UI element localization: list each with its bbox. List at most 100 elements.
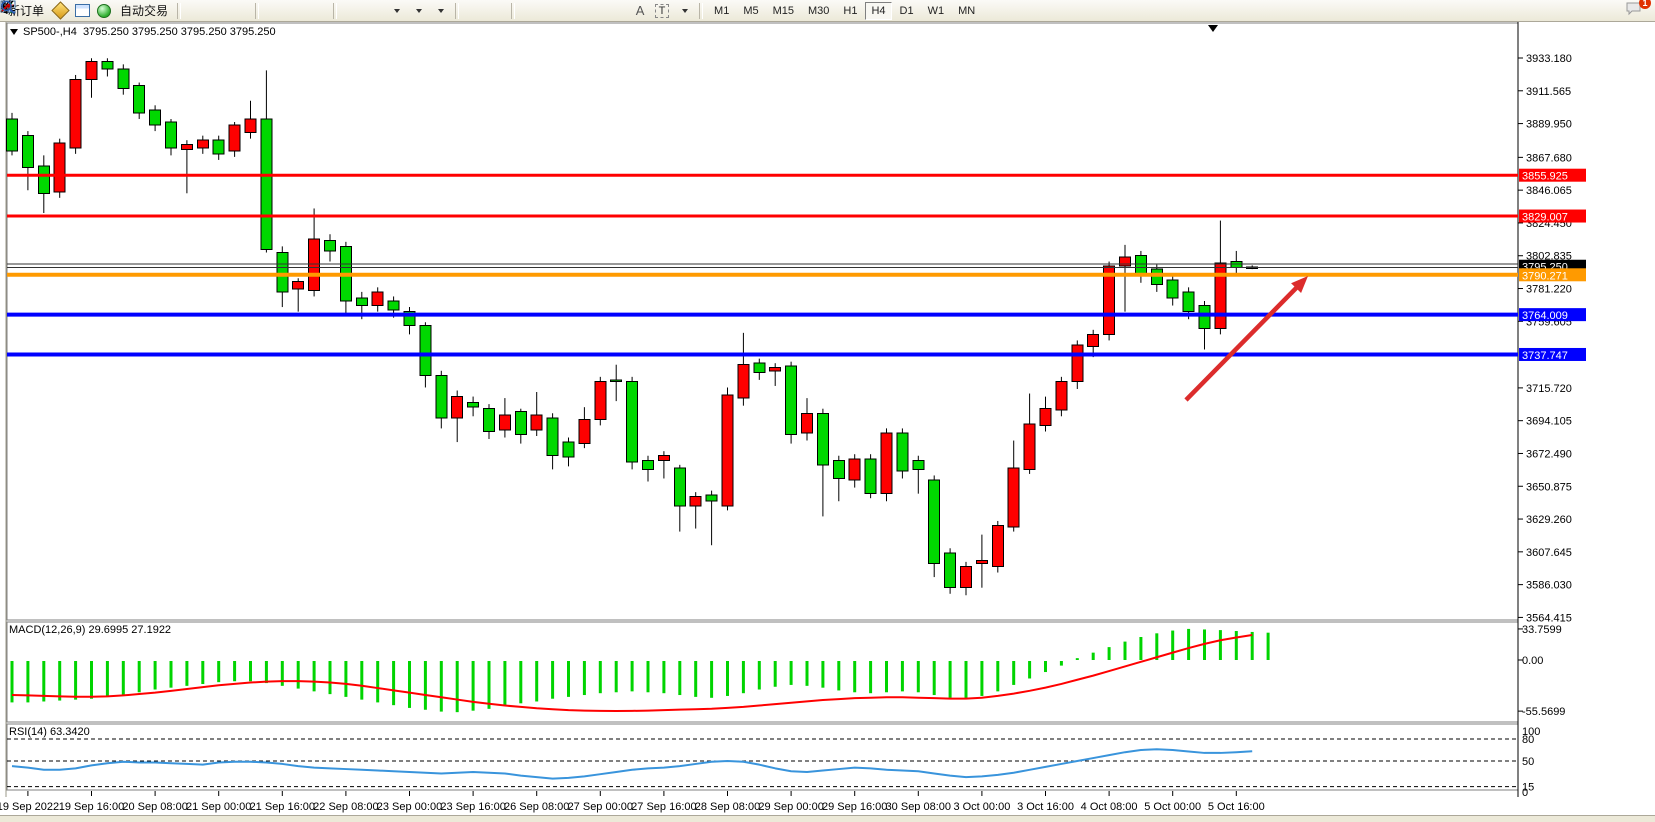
candle-bull — [1119, 256, 1131, 267]
candle-bear — [928, 479, 941, 564]
candlestick-mode-button[interactable] — [1, 0, 228, 21]
macd-histogram-bar — [916, 661, 920, 693]
gem-icon[interactable] — [50, 1, 70, 21]
macd-histogram-bar — [26, 661, 30, 703]
vertical-line-tool-button[interactable] — [4, 1, 540, 21]
zoom-in-button[interactable] — [1, 1, 284, 21]
time-tick-label: 30 Sep 08:00 — [886, 801, 951, 813]
macd-histogram-bar — [233, 661, 237, 682]
templates-button[interactable] — [0, 0, 450, 21]
candle-bear — [165, 121, 177, 149]
chevron-down-icon[interactable] — [10, 29, 18, 36]
candle-bull — [1103, 265, 1116, 335]
candle-bull — [196, 139, 209, 149]
chart-shift-marker-icon[interactable] — [1208, 25, 1218, 32]
macd-histogram-bar — [710, 661, 714, 698]
candle-bear — [912, 459, 925, 470]
indicator-window2-button[interactable] — [0, 0, 384, 21]
macd-histogram-bar — [821, 661, 825, 688]
search-icon — [1, 0, 16, 15]
chart-window[interactable]: 3933.180 3911.565 3889.950 3867.680 3846.065… — [0, 22, 1655, 822]
candle-bear — [149, 109, 162, 126]
gem-icon — [50, 1, 70, 20]
timeframe-D1[interactable]: D1 — [899, 4, 914, 17]
macd-histogram-bar — [249, 661, 252, 682]
market-watch-icon[interactable] — [72, 1, 92, 21]
macd-histogram-bar — [551, 661, 555, 699]
candle-bear — [260, 118, 273, 250]
pane-border — [6, 723, 1519, 791]
timeframe-M1[interactable]: M1 — [714, 4, 730, 17]
macd-histogram-bar — [74, 661, 78, 700]
fibonacci-tool-button[interactable]: F — [1, 1, 628, 21]
timeframe-MN[interactable]: MN — [958, 4, 976, 17]
line-chart-mode-button[interactable] — [0, 1, 250, 21]
price-tick-label: 3911.565 — [1526, 86, 1571, 98]
candle-bear — [212, 139, 225, 155]
text-tool-button[interactable]: A — [635, 3, 645, 18]
time-tick-label: 26 Sep 08:00 — [504, 801, 569, 813]
indicator-window-button[interactable] — [0, 0, 362, 21]
macd-histogram-bar — [678, 661, 682, 696]
auto-trading-button[interactable]: 自动交易 — [1, 1, 172, 21]
candle-bull — [1087, 333, 1100, 348]
horizontal-line-tool-button[interactable] — [1, 1, 562, 21]
candle-bull — [975, 559, 988, 564]
new-order-button[interactable]: 新订单 — [8, 4, 45, 18]
trendline-tool-button[interactable] — [0, 0, 584, 21]
timeframe-M15[interactable]: M15 — [772, 4, 794, 17]
candle-bear — [1182, 291, 1195, 313]
search-button[interactable] — [1, 0, 1624, 21]
separator — [511, 2, 516, 19]
text-label-tool-button[interactable]: T — [652, 1, 672, 21]
candle-bear — [1134, 254, 1147, 276]
separator — [455, 2, 460, 19]
candle-bull — [991, 525, 1004, 567]
arrows-tool-button[interactable] — [1, 1, 694, 21]
zoom-out-button[interactable] — [1, 1, 306, 21]
candle-bear — [483, 408, 495, 432]
macd-axis-label: -55.5699 — [1522, 706, 1565, 718]
candle-bear — [133, 85, 146, 114]
add-indicator-button[interactable] — [0, 0, 406, 21]
bar-chart-mode-button[interactable] — [1, 1, 206, 21]
equidistant-channel-tool-button[interactable]: E — [0, 0, 606, 21]
rsi-indicator-label: RSI(14) 63.3420 — [9, 726, 90, 738]
price-tick-label: 3781.220 — [1526, 284, 1572, 296]
rsi-axis-label: 100 — [1522, 726, 1540, 738]
tile-windows-button[interactable] — [0, 0, 328, 21]
price-tick-label: 3694.105 — [1526, 416, 1572, 428]
cursor-tool-button[interactable] — [2, 1, 484, 21]
timeframe-H1[interactable]: H1 — [843, 4, 858, 17]
axis-price-box — [1519, 347, 1586, 361]
timeframe-M5[interactable]: M5 — [743, 4, 759, 17]
timeframe-H4[interactable]: H4 — [865, 1, 892, 20]
macd-histogram-bar — [10, 661, 14, 703]
trend-arrow-annotation[interactable] — [1184, 281, 1303, 402]
time-tick-label: 5 Oct 16:00 — [1208, 801, 1265, 813]
macd-histogram-bar — [773, 661, 777, 687]
candle-bear — [562, 441, 575, 458]
signal-icon[interactable] — [94, 1, 114, 21]
dropdown-arrow-icon — [394, 8, 401, 13]
candle-bull — [1055, 380, 1068, 411]
timeframe-W1[interactable]: W1 — [927, 4, 945, 17]
price-chart-svg[interactable]: 3933.180 3911.565 3889.950 3867.680 3846.065… — [0, 22, 1655, 822]
axis-price-box-label: 3764.009 — [1522, 310, 1568, 322]
time-tick-label: 20 Sep 08:00 — [122, 801, 187, 813]
notifications-button[interactable]: 1 — [1626, 0, 1651, 21]
timeframe-M30[interactable]: M30 — [808, 4, 830, 17]
window-bottom-edge — [0, 815, 1655, 822]
separator — [255, 2, 260, 19]
macd-histogram-bar — [1266, 632, 1270, 660]
axis-price-box — [1519, 168, 1586, 182]
macd-histogram-bar — [455, 661, 459, 713]
candle-bull — [801, 412, 813, 434]
macd-histogram-bar — [217, 661, 221, 683]
price-tick-label: 3846.065 — [1526, 185, 1572, 197]
time-tick-label: 27 Sep 00:00 — [568, 801, 633, 813]
time-tick-label: 29 Sep 16:00 — [822, 801, 887, 813]
boxed-t-icon: T — [654, 3, 670, 18]
crosshair-tool-button[interactable] — [1, 1, 506, 21]
periods-button[interactable] — [1, 1, 428, 21]
